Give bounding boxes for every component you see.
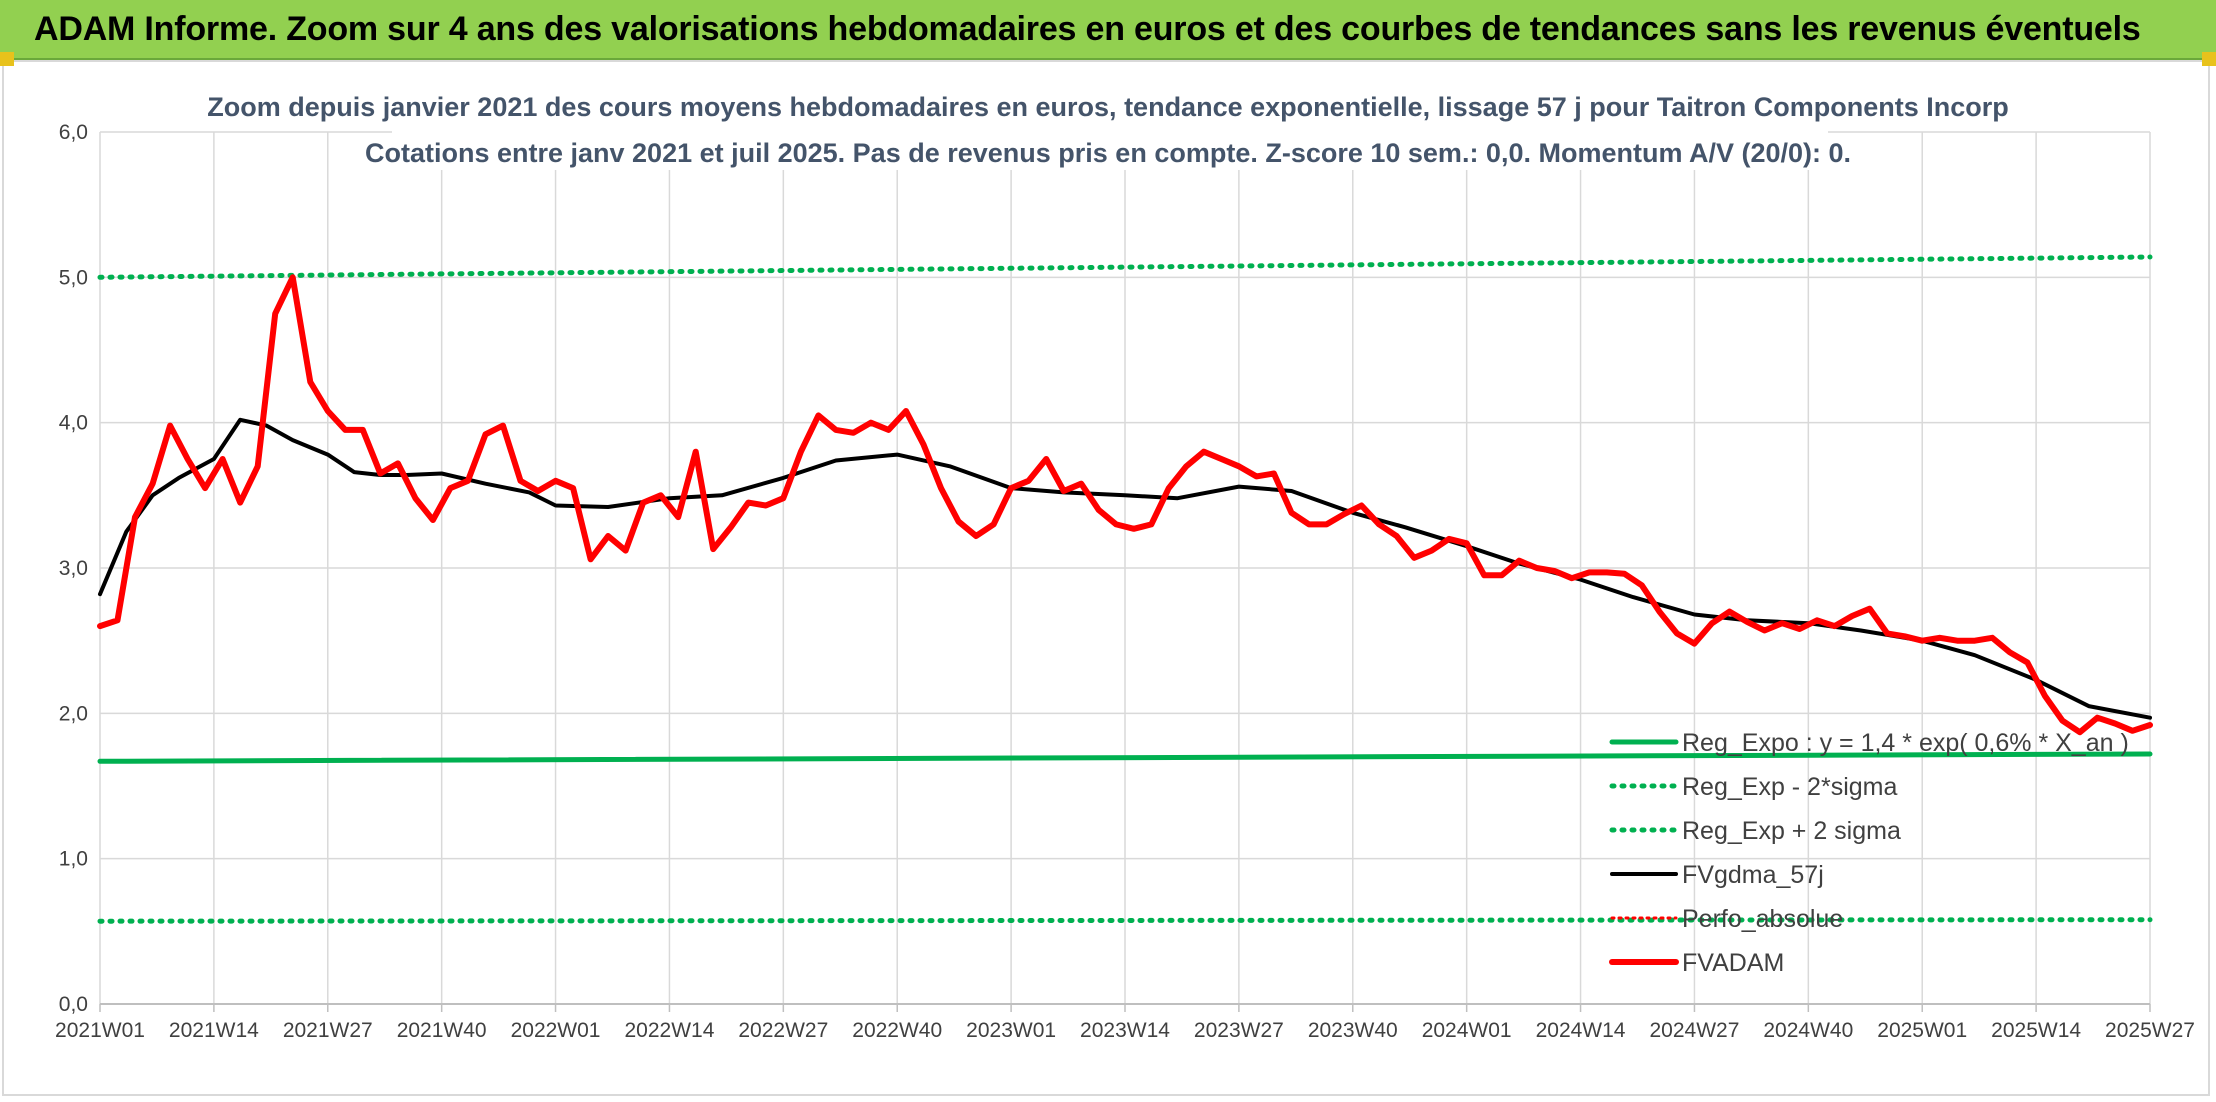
reg-expo-line — [97, 751, 2153, 764]
fvadam-line — [97, 274, 2153, 736]
y-tick-label: 2,0 — [59, 702, 88, 725]
chart-title: Zoom depuis janvier 2021 des cours moyen… — [207, 92, 2008, 122]
x-tick-label: 2023W40 — [1308, 1019, 1398, 1042]
legend-label: Reg_Exp + 2 sigma — [1682, 817, 1901, 845]
x-tick-label: 2024W40 — [1763, 1019, 1853, 1042]
legend-label: Reg_Exp - 2*sigma — [1682, 773, 1897, 801]
legend-label: FVADAM — [1682, 949, 1784, 977]
x-tick-label: 2024W14 — [1536, 1019, 1626, 1042]
y-tick-label: 4,0 — [59, 412, 88, 435]
chart-subtitle: Cotations entre janv 2021 et juil 2025. … — [365, 138, 1851, 168]
x-tick-label: 2021W01 — [55, 1019, 145, 1042]
reg-exp-plus-2sigma-line — [97, 254, 2153, 280]
chart-frame — [2, 60, 2210, 1096]
x-tick-label: 2022W40 — [852, 1019, 942, 1042]
series-layer — [97, 254, 2153, 924]
y-tick-label: 5,0 — [59, 266, 88, 289]
grid — [99, 131, 2151, 1005]
legend-label: Perfo_absolue — [1682, 905, 1843, 933]
title-bg — [270, 84, 1950, 124]
x-tick-label: 2023W01 — [966, 1019, 1056, 1042]
reg-exp-minus-2sigma-line — [97, 917, 2153, 924]
y-tick-label: 6,0 — [59, 121, 88, 144]
corner-marker-right — [2202, 52, 2216, 66]
x-tick-label: 2021W27 — [283, 1019, 373, 1042]
y-axis-ticks: 0,0 1,0 2,0 3,0 4,0 5,0 6,0 — [59, 121, 88, 1016]
chart-title-block: Zoom depuis janvier 2021 des cours moyen… — [207, 84, 2009, 170]
x-tick-label: 2022W14 — [624, 1019, 714, 1042]
legend-label: Reg_Expo : y = 1,4 * exp( 0,6% * X_an ) — [1682, 729, 2129, 757]
report-banner: ADAM Informe. Zoom sur 4 ans des valoris… — [0, 0, 2216, 60]
corner-marker-left — [0, 52, 14, 66]
legend: Reg_Expo : y = 1,4 * exp( 0,6% * X_an ) R… — [1609, 729, 2129, 977]
y-tick-label: 3,0 — [59, 557, 88, 580]
x-axis-ticks: 2021W01 2021W14 2021W27 2021W40 2022W01 2022W… — [55, 1003, 2195, 1042]
x-tick-label: 2022W01 — [511, 1019, 601, 1042]
x-tick-label: 2022W27 — [738, 1019, 828, 1042]
legend-label: FVgdma_57j — [1682, 861, 1824, 889]
x-tick-label: 2025W14 — [1991, 1019, 2081, 1042]
x-tick-label: 2023W14 — [1080, 1019, 1170, 1042]
x-tick-label: 2021W14 — [169, 1019, 259, 1042]
y-tick-label: 1,0 — [59, 848, 88, 871]
x-tick-label: 2024W01 — [1422, 1019, 1512, 1042]
subtitle-bg — [392, 128, 1828, 170]
x-tick-label: 2025W27 — [2105, 1019, 2195, 1042]
report-title: ADAM Informe. Zoom sur 4 ans des valoris… — [34, 10, 2141, 48]
x-tick-label: 2021W40 — [397, 1019, 487, 1042]
y-tick-label: 0,0 — [59, 993, 88, 1016]
x-tick-label: 2024W27 — [1649, 1019, 1739, 1042]
x-tick-label: 2023W27 — [1194, 1019, 1284, 1042]
x-tick-label: 2025W01 — [1877, 1019, 1967, 1042]
